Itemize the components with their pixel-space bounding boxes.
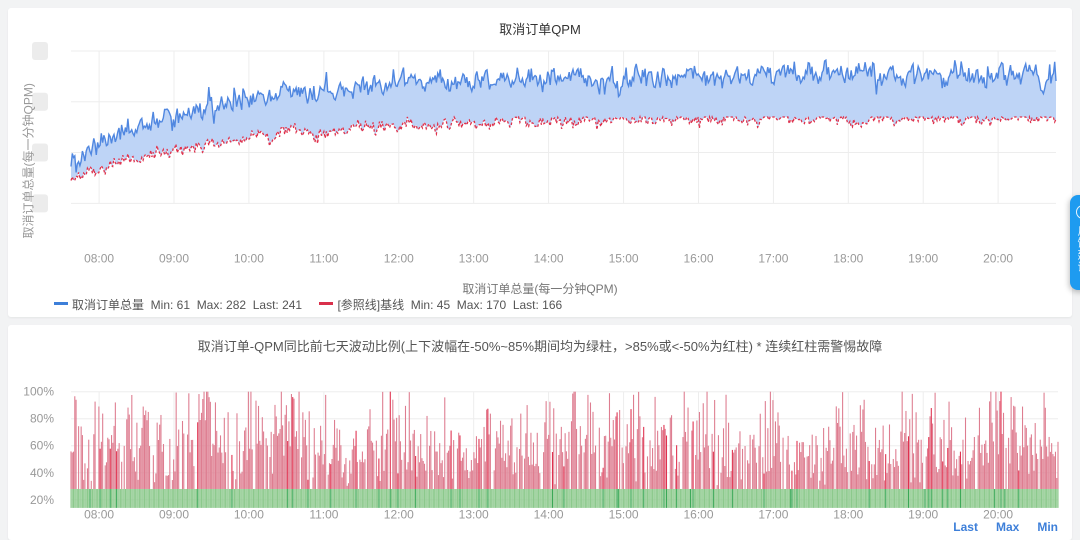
svg-text:14:00: 14:00 — [534, 507, 564, 521]
svg-text:11:00: 11:00 — [309, 507, 338, 521]
svg-text:16:00: 16:00 — [683, 252, 713, 266]
svg-text:08:00: 08:00 — [84, 507, 114, 521]
svg-text:80%: 80% — [30, 412, 54, 426]
svg-text:20%: 20% — [30, 493, 54, 507]
svg-text:17:00: 17:00 — [758, 507, 788, 521]
svg-text:18:00: 18:00 — [833, 507, 863, 521]
svg-text:13:00: 13:00 — [459, 252, 489, 266]
svg-text:09:00: 09:00 — [159, 507, 189, 521]
svg-text:19:00: 19:00 — [908, 252, 938, 266]
svg-text:40%: 40% — [30, 466, 54, 480]
svg-text:20:00: 20:00 — [983, 252, 1013, 266]
svg-text:12:00: 12:00 — [384, 252, 414, 266]
svg-text:11:00: 11:00 — [309, 252, 338, 266]
svg-text:15:00: 15:00 — [609, 252, 639, 266]
svg-text:14:00: 14:00 — [534, 252, 564, 266]
svg-text:17:00: 17:00 — [758, 252, 788, 266]
svg-text:10:00: 10:00 — [234, 507, 264, 521]
svg-text:10:00: 10:00 — [234, 252, 264, 266]
svg-text:15:00: 15:00 — [609, 507, 639, 521]
svg-text:13:00: 13:00 — [459, 507, 489, 521]
svg-text:18:00: 18:00 — [833, 252, 863, 266]
svg-text:08:00: 08:00 — [84, 252, 114, 266]
svg-text:09:00: 09:00 — [159, 252, 189, 266]
svg-text:12:00: 12:00 — [384, 507, 414, 521]
svg-text:60%: 60% — [30, 439, 54, 453]
svg-text:16:00: 16:00 — [683, 507, 713, 521]
svg-text:19:00: 19:00 — [908, 507, 938, 521]
svg-text:100%: 100% — [23, 385, 54, 399]
